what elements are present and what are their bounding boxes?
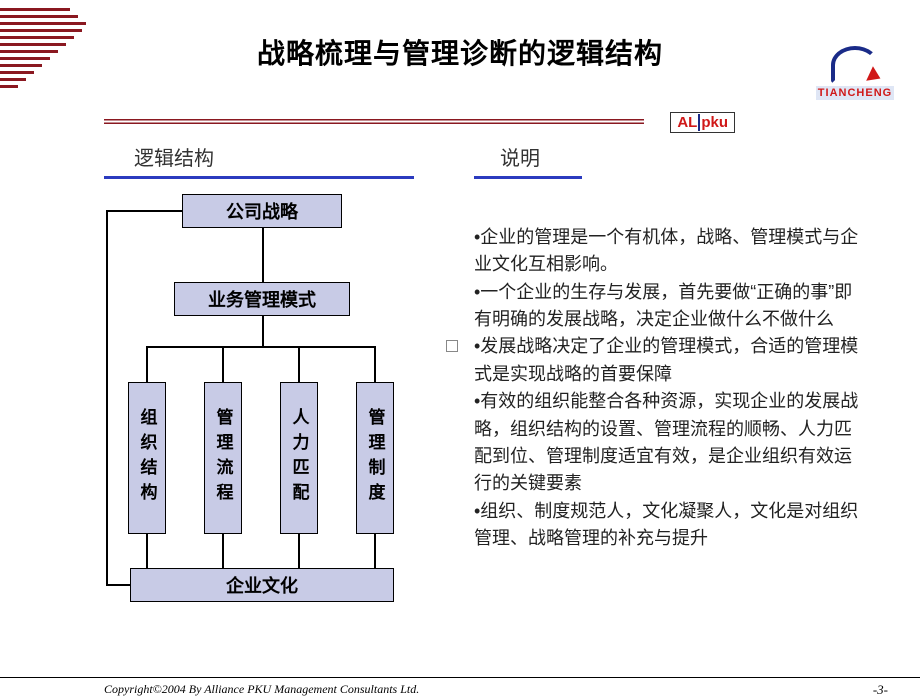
conn-left-rail-b xyxy=(106,584,130,586)
bullet-item: •企业的管理是一个有机体，战略、管理模式与企业文化互相影响。 xyxy=(474,224,869,279)
conn-b2 xyxy=(222,534,224,568)
conn-b3 xyxy=(298,534,300,568)
conn-d1 xyxy=(146,346,148,382)
bullet-item: •发展战略决定了企业的管理模式，合适的管理模式是实现战略的首要保障 xyxy=(474,333,869,388)
conn-left-rail-t xyxy=(106,210,182,212)
box-strategy: 公司战略 xyxy=(182,194,342,228)
conn-d2 xyxy=(222,346,224,382)
box-model: 业务管理模式 xyxy=(174,282,350,316)
section-right-title: 说明 xyxy=(500,142,540,171)
conn-b4 xyxy=(374,534,376,568)
page-title: 战略梳理与管理诊断的逻辑结构 xyxy=(0,32,920,72)
conn-left-rail-v xyxy=(106,210,108,584)
logo-text: TIANCHENG xyxy=(818,87,892,99)
section-right-rule xyxy=(474,176,582,179)
box-culture: 企业文化 xyxy=(130,568,394,602)
slide-marker-icon xyxy=(446,340,458,352)
bullet-item: •有效的组织能整合各种资源，实现企业的发展战略，组织结构的设置、管理流程的顺畅、… xyxy=(474,388,869,497)
box-system: 管理制度 xyxy=(356,382,394,534)
box-org: 组织结构 xyxy=(128,382,166,534)
logic-diagram: 公司战略 业务管理模式 组织结构 管理流程 人力匹配 管理制度 企业文化 xyxy=(106,194,416,614)
box-hr: 人力匹配 xyxy=(280,382,318,534)
alpku-logo: ALpku xyxy=(670,112,735,133)
bullet-item: •一个企业的生存与发展，首先要做“正确的事”即有明确的发展战略，决定企业做什么不… xyxy=(474,279,869,334)
conn-mid-down xyxy=(262,316,264,346)
box-process: 管理流程 xyxy=(204,382,242,534)
section-left-title: 逻辑结构 xyxy=(134,142,214,171)
bullet-item: •组织、制度规范人，文化凝聚人，文化是对组织管理、战略管理的补充与提升 xyxy=(474,498,869,553)
section-left-rule xyxy=(104,176,414,179)
conn-hbar xyxy=(146,346,376,348)
explanation-list: •企业的管理是一个有机体，战略、管理模式与企业文化互相影响。 •一个企业的生存与… xyxy=(474,224,869,552)
footer: Copyright©2004 By Alliance PKU Managemen… xyxy=(0,677,920,678)
conn-b1 xyxy=(146,534,148,568)
conn-d3 xyxy=(298,346,300,382)
page-number: -3- xyxy=(873,682,888,698)
conn-top-mid xyxy=(262,228,264,282)
title-rule xyxy=(104,117,644,124)
conn-d4 xyxy=(374,346,376,382)
tiancheng-logo: TIANCHENG xyxy=(816,46,894,106)
